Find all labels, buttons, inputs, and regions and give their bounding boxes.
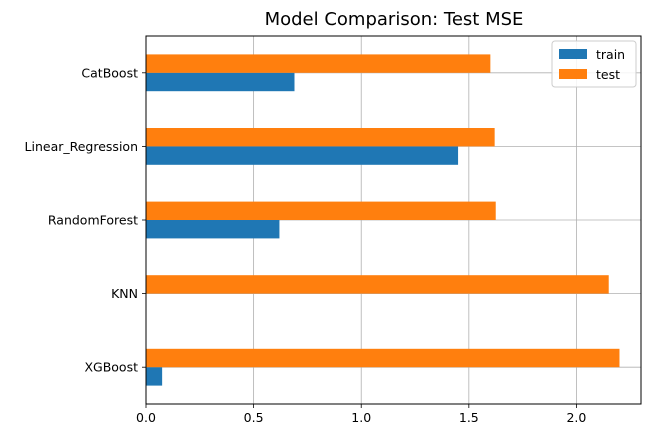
axis-layer: 0.0 0.5 1.0 1.5 2.0 CatBoost Linear_Regression… — [25, 65, 587, 425]
y-tick-label-linear-regression: Linear_Regression — [25, 139, 138, 154]
legend: train test — [551, 40, 637, 88]
x-tick-label: 1.0 — [351, 410, 371, 425]
bars-layer — [146, 54, 620, 386]
legend-label-test: test — [596, 67, 620, 82]
y-tick-label-catboost: CatBoost — [81, 65, 138, 80]
x-tick-label: 2.0 — [566, 410, 586, 425]
x-tick-label: 0.5 — [244, 410, 264, 425]
x-tick-label: 1.5 — [459, 410, 479, 425]
legend-swatch-test — [559, 69, 587, 79]
bar-train-catboost — [146, 72, 295, 92]
bar-test-knn — [146, 275, 609, 294]
x-tick-label: 0.0 — [136, 410, 156, 425]
bar-test-catboost — [146, 54, 491, 73]
bar-test-linear-regression — [146, 128, 495, 147]
y-tick-label-knn: KNN — [111, 286, 138, 301]
chart-title: Model Comparison: Test MSE — [265, 9, 524, 30]
legend-label-train: train — [596, 47, 625, 62]
bar-train-xgboost — [146, 367, 163, 386]
y-tick-label-randomforest: RandomForest — [48, 213, 138, 228]
bar-train-linear-regression — [146, 146, 459, 165]
legend-swatch-train — [559, 49, 587, 59]
bar-train-randomforest — [146, 220, 280, 239]
y-tick-label-xgboost: XGBoost — [84, 360, 138, 375]
bar-test-xgboost — [146, 348, 620, 368]
bar-test-randomforest — [146, 201, 496, 220]
